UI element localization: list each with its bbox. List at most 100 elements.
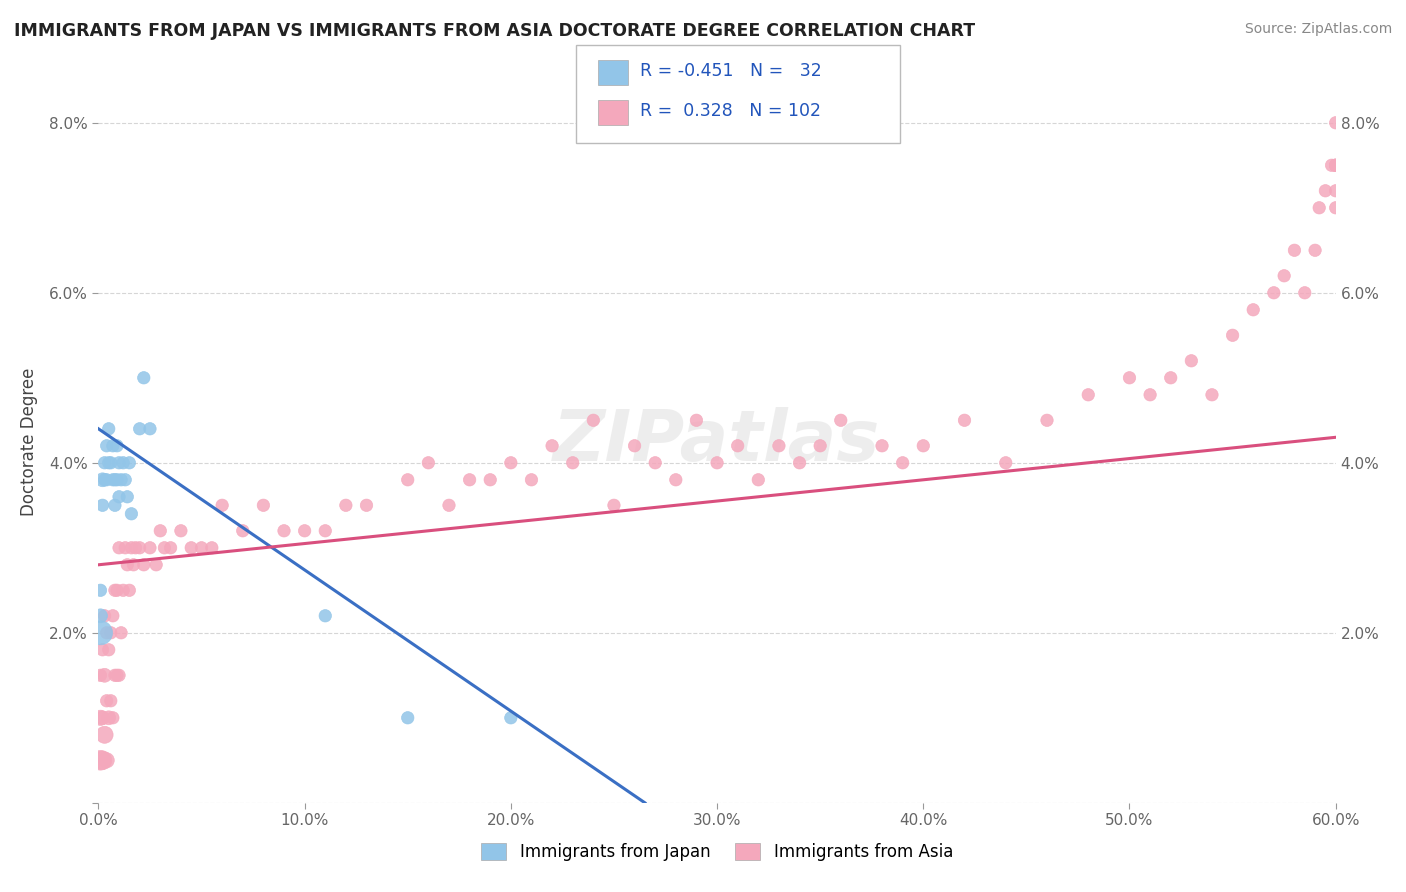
Point: [994, 456, 1017, 470]
Point: [89, 753, 111, 767]
Point: [114, 541, 136, 555]
Point: [97, 456, 120, 470]
Point: [117, 558, 139, 572]
Point: [89, 583, 111, 598]
Point: [706, 456, 728, 470]
Point: [89, 711, 111, 725]
Point: [91, 642, 114, 657]
Point: [122, 558, 145, 572]
Point: [891, 456, 914, 470]
Point: [335, 498, 357, 512]
Point: [1241, 302, 1264, 317]
Point: [520, 473, 543, 487]
Point: [418, 456, 440, 470]
Point: [1324, 184, 1347, 198]
Point: [100, 694, 122, 708]
Text: R =  0.328   N = 102: R = 0.328 N = 102: [640, 103, 821, 120]
Point: [96, 439, 118, 453]
Point: [93, 456, 115, 470]
Point: [97, 642, 120, 657]
Point: [132, 558, 155, 572]
Point: [1077, 388, 1099, 402]
Point: [110, 625, 132, 640]
Point: [356, 498, 378, 512]
Point: [582, 413, 605, 427]
Point: [105, 439, 128, 453]
Point: [96, 473, 118, 487]
Point: [108, 456, 131, 470]
Point: [93, 668, 115, 682]
Point: [91, 473, 114, 487]
Point: [1324, 201, 1347, 215]
Point: [93, 728, 115, 742]
Point: [1320, 158, 1343, 172]
Point: [1160, 371, 1182, 385]
Point: [104, 583, 127, 598]
Point: [139, 541, 162, 555]
Point: [396, 473, 419, 487]
Point: [118, 583, 141, 598]
Point: [145, 558, 167, 572]
Point: [112, 456, 135, 470]
Point: [108, 541, 131, 555]
Point: [789, 456, 811, 470]
Point: [120, 541, 142, 555]
Point: [479, 473, 502, 487]
Point: [314, 524, 336, 538]
Point: [105, 583, 128, 598]
Point: [437, 498, 460, 512]
Point: [89, 668, 111, 682]
Point: [96, 694, 118, 708]
Point: [93, 473, 115, 487]
Point: [89, 625, 111, 640]
Point: [149, 524, 172, 538]
Point: [159, 541, 181, 555]
Text: ZIPatlas: ZIPatlas: [554, 407, 880, 476]
Point: [685, 413, 707, 427]
Point: [727, 439, 749, 453]
Point: [603, 498, 626, 512]
Text: R = -0.451   N =   32: R = -0.451 N = 32: [640, 62, 821, 80]
Point: [1315, 184, 1337, 198]
Point: [91, 498, 114, 512]
Point: [96, 625, 118, 640]
Point: [458, 473, 481, 487]
Point: [211, 498, 233, 512]
Point: [190, 541, 212, 555]
Point: [1272, 268, 1295, 283]
Point: [100, 625, 122, 640]
Point: [1139, 388, 1161, 402]
Y-axis label: Doctorate Degree: Doctorate Degree: [20, 368, 38, 516]
Point: [180, 541, 202, 555]
Point: [91, 711, 114, 725]
Point: [105, 473, 128, 487]
Point: [830, 413, 852, 427]
Point: [1294, 285, 1316, 300]
Point: [89, 608, 111, 623]
Point: [1036, 413, 1059, 427]
Point: [768, 439, 790, 453]
Point: [623, 439, 645, 453]
Point: [644, 456, 666, 470]
Point: [252, 498, 274, 512]
Point: [541, 439, 564, 453]
Point: [93, 608, 115, 623]
Point: [96, 753, 118, 767]
Text: Source: ZipAtlas.com: Source: ZipAtlas.com: [1244, 22, 1392, 37]
Point: [747, 473, 769, 487]
Point: [132, 371, 155, 385]
Point: [1201, 388, 1223, 402]
Point: [112, 583, 135, 598]
Legend: Immigrants from Japan, Immigrants from Asia: Immigrants from Japan, Immigrants from A…: [475, 837, 959, 868]
Point: [1308, 201, 1330, 215]
Point: [139, 422, 162, 436]
Point: [104, 473, 127, 487]
Point: [870, 439, 893, 453]
Point: [1324, 116, 1347, 130]
Point: [104, 498, 127, 512]
Point: [1118, 371, 1140, 385]
Point: [101, 608, 124, 623]
Point: [153, 541, 176, 555]
Point: [314, 608, 336, 623]
Text: IMMIGRANTS FROM JAPAN VS IMMIGRANTS FROM ASIA DOCTORATE DEGREE CORRELATION CHART: IMMIGRANTS FROM JAPAN VS IMMIGRANTS FROM…: [14, 22, 976, 40]
